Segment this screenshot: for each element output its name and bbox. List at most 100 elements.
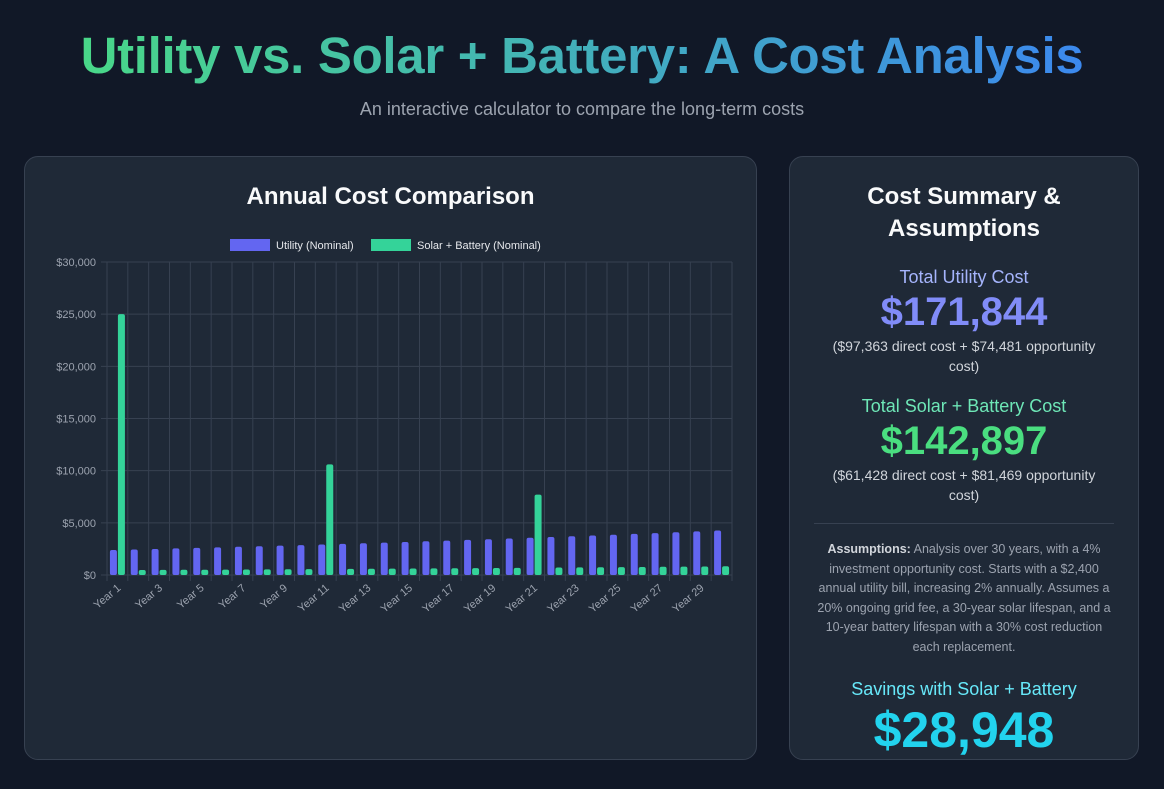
y-tick-label: $0	[84, 570, 96, 582]
solar-bar	[388, 568, 396, 575]
assumptions-label: Assumptions:	[827, 542, 911, 556]
solar-bar	[659, 566, 667, 575]
y-tick-label: $20,000	[56, 361, 96, 373]
chart-legend: Utility (Nominal) Solar + Battery (Nomina…	[230, 239, 541, 252]
utility-bar	[339, 543, 347, 575]
x-tick-label: Year 7	[217, 582, 249, 611]
x-tick-label: Year 15	[379, 582, 415, 615]
utility-bar	[484, 539, 492, 575]
solar-bar	[263, 569, 271, 575]
solar-bar	[326, 464, 334, 575]
utility-bar	[443, 540, 451, 575]
utility-bar	[714, 530, 722, 575]
y-tick-label: $5,000	[62, 518, 96, 530]
solar-bar	[222, 569, 230, 575]
utility-total-value: $171,844	[880, 290, 1048, 334]
solar-total-detail: ($61,428 direct cost + $81,469 opportuni…	[832, 467, 1096, 503]
legend-label-utility: Utility (Nominal)	[276, 240, 354, 252]
solar-bar	[138, 569, 146, 575]
savings-label: Savings with Solar + Battery	[851, 679, 1077, 699]
utility-bar	[589, 535, 597, 575]
solar-bar	[701, 566, 709, 575]
solar-bar	[180, 569, 188, 575]
summary-card: Cost Summary & Assumptions Total Utility…	[789, 156, 1139, 760]
y-tick-label: $25,000	[56, 309, 96, 321]
page-title: Utility vs. Solar + Battery: A Cost Anal…	[0, 26, 1164, 85]
savings-value: $28,948	[873, 702, 1055, 758]
utility-bar	[359, 543, 367, 575]
utility-bar	[568, 536, 576, 575]
solar-bar	[367, 568, 375, 575]
x-tick-label: Year 11	[296, 582, 332, 615]
utility-bar	[401, 541, 409, 575]
x-tick-label: Year 29	[670, 582, 706, 615]
solar-bar	[117, 314, 125, 575]
utility-bar	[172, 548, 180, 575]
utility-bar	[464, 539, 472, 575]
utility-bar	[234, 546, 242, 575]
x-tick-label: Year 19	[462, 582, 498, 615]
solar-bar	[722, 566, 730, 575]
utility-total-detail: ($97,363 direct cost + $74,481 opportuni…	[832, 338, 1096, 374]
legend-swatch-solar	[371, 239, 411, 251]
legend-swatch-utility	[230, 239, 270, 251]
y-tick-label: $15,000	[56, 414, 96, 426]
utility-bar	[651, 533, 659, 575]
x-tick-label: Year 13	[337, 582, 373, 615]
x-tick-label: Year 3	[133, 582, 165, 611]
utility-bar	[693, 531, 701, 575]
solar-bar	[242, 569, 250, 575]
solar-bar	[472, 568, 480, 575]
page-subtitle: An interactive calculator to compare the…	[359, 99, 805, 119]
solar-bar	[284, 569, 292, 575]
y-tick-label: $10,000	[56, 466, 96, 478]
utility-bar	[130, 549, 138, 575]
solar-bar	[638, 566, 646, 575]
utility-bar	[318, 544, 326, 575]
solar-bar	[201, 569, 209, 575]
solar-bar	[534, 494, 542, 575]
solar-bar	[680, 566, 688, 575]
utility-bar	[276, 545, 284, 575]
utility-bar	[547, 537, 555, 575]
utility-bar	[255, 546, 263, 575]
solar-bar	[513, 567, 521, 575]
solar-bar	[555, 567, 563, 575]
utility-bar	[422, 541, 430, 575]
y-tick-label: $30,000	[56, 257, 96, 269]
solar-bar	[430, 568, 438, 575]
annual-cost-chart: Utility (Nominal) Solar + Battery (Nomina…	[56, 239, 733, 615]
x-tick-label: Year 17	[420, 582, 456, 615]
utility-bar	[505, 538, 513, 575]
assumptions-text: Assumptions: Analysis over 30 years, wit…	[790, 540, 1138, 657]
utility-bar	[672, 532, 680, 575]
x-tick-label: Year 9	[258, 582, 290, 611]
solar-total-label: Total Solar + Battery Cost	[861, 396, 1067, 416]
utility-bar	[609, 534, 617, 575]
summary-divider	[814, 523, 1114, 524]
solar-bar	[409, 568, 417, 575]
utility-bar	[151, 548, 159, 575]
solar-bar	[617, 567, 625, 575]
utility-bar	[214, 547, 222, 575]
utility-bar	[193, 547, 201, 575]
summary-title: Cost Summary & Assumptions	[867, 183, 1061, 242]
solar-bar	[305, 569, 313, 575]
utility-bar	[109, 549, 117, 575]
utility-bar	[630, 533, 638, 575]
x-tick-label: Year 23	[545, 582, 581, 615]
assumptions-body: Analysis over 30 years, with a 4% invest…	[817, 542, 1111, 654]
x-tick-label: Year 27	[629, 582, 665, 615]
solar-bar	[492, 567, 500, 575]
x-tick-label: Year 5	[175, 582, 207, 611]
solar-bar	[347, 568, 355, 575]
utility-bar	[297, 545, 305, 575]
solar-total-value: $142,897	[880, 419, 1048, 463]
utility-total-label: Total Utility Cost	[899, 267, 1029, 287]
chart-card: Annual Cost Comparison Utility (Nominal)…	[24, 156, 757, 760]
legend-label-solar: Solar + Battery (Nominal)	[417, 240, 541, 252]
utility-bar	[526, 537, 534, 575]
solar-bar	[159, 569, 167, 575]
utility-bar	[380, 542, 388, 575]
x-tick-label: Year 1	[92, 582, 124, 611]
